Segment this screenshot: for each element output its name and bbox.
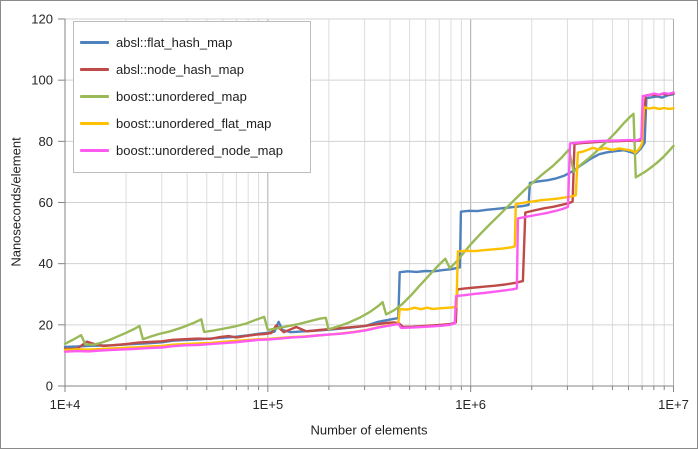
legend-item-boost-unordered_flat_map: boost::unordered_flat_map [80,110,310,137]
y-tick-label: 80 [39,134,53,149]
y-tick-label: 0 [46,379,53,394]
legend-item-absl-flat_hash_map: absl::flat_hash_map [80,29,310,56]
legend-label: absl::flat_hash_map [116,35,233,50]
y-tick-label: 100 [31,73,53,88]
legend-swatch-icon [80,95,109,98]
legend-label: absl::node_hash_map [116,62,244,77]
x-tick-label: 1E+6 [455,397,486,412]
y-tick-label: 60 [39,195,53,210]
legend-swatch-icon [80,68,109,71]
legend-swatch-icon [80,41,109,44]
x-tick-label: 1E+7 [658,397,689,412]
legend-item-boost-unordered_node_map: boost::unordered_node_map [80,137,310,164]
legend-item-boost-unordered_map: boost::unordered_map [80,83,310,110]
legend-label: boost::unordered_node_map [116,143,283,158]
legend-swatch-icon [80,149,109,152]
x-tick-label: 1E+5 [252,397,283,412]
x-tick-label: 1E+4 [50,397,81,412]
x-axis-title: Number of elements [310,422,428,438]
y-tick-label: 40 [39,256,53,271]
legend-label: boost::unordered_map [116,89,247,104]
series-line-boost-unordered_node_map [63,91,675,353]
y-tick-label: 20 [39,317,53,332]
legend-item-absl-node_hash_map: absl::node_hash_map [80,56,310,83]
legend-label: boost::unordered_flat_map [116,116,272,131]
y-tick-label: 120 [31,12,53,27]
legend-swatch-icon [80,122,109,125]
y-axis-title: Nanoseconds/element [8,137,24,267]
